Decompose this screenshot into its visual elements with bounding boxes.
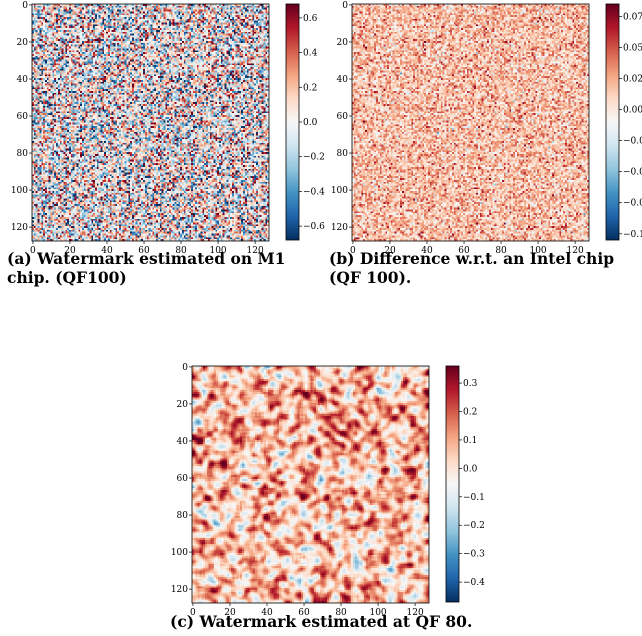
colorbar-tick-label: 0.075 [623,12,642,22]
colorbar-tick-label: 0.1 [463,436,477,446]
y-tick-label: 100 [331,186,348,196]
x-tick-label: 80 [175,246,187,256]
colorbar-tick-label: −0.6 [303,222,325,232]
colorbar-tick-label: 0.0 [303,118,318,128]
caption-b: (b) Difference w.r.t. an Intel chip (QF … [329,249,614,287]
y-tick-label: 60 [337,112,349,122]
y-tick-label: 20 [17,38,29,48]
y-tick-label: 60 [177,474,189,484]
x-tick-label: 60 [298,608,310,618]
caption-a-line2: chip. (QF100) [7,268,127,287]
colorbar-tick-label: 0.2 [463,407,477,417]
y-tick-label: 120 [171,585,188,595]
colorbar-tick-label: −0.2 [463,521,485,531]
y-tick-label: 0 [182,363,188,373]
x-tick-label: 20 [64,246,76,256]
caption-c: (c) Watermark estimated at QF 80. [170,612,473,631]
y-tick-label: 80 [177,511,189,521]
x-tick-label: 60 [138,246,150,256]
heatmap-b-svg: 0 20 40 60 80 100 120 0 20 40 60 80 100 120 0.075 0.050… [331,1,642,256]
y-tick-label: 120 [11,223,28,233]
colorbar-tick-label: 0.3 [463,379,478,389]
colorbar-tick-label: 0.4 [303,49,318,59]
y-tick-label: 20 [177,400,189,410]
colorbar-tick-label: 0.6 [303,14,318,24]
x-tick-label: 0 [30,246,36,256]
colorbar-tick-label: −0.4 [463,578,485,588]
heatmap-b-cells [352,4,589,241]
x-tick-label: 100 [529,246,546,256]
heatmap-c-cells [192,366,429,603]
colorbar-tick-label: −0.100 [623,230,642,240]
colorbar-b [606,4,619,240]
x-tick-label: 80 [495,246,507,256]
x-tick-label: 100 [209,246,226,256]
x-tick-label: 40 [261,608,273,618]
y-tick-label: 40 [17,75,29,85]
x-tick-label: 40 [101,246,113,256]
y-tick-label: 80 [17,149,29,159]
colorbar-tick-label: −0.3 [463,550,485,560]
caption-a-line1: (a) Watermark estimated on M1 [7,249,286,268]
heatmap-panel-b: 0 20 40 60 80 100 120 0 20 40 60 80 100 120 0.075 0.050… [320,0,642,262]
colorbar-tick-label: −0.2 [303,153,325,163]
colorbar-tick-label: 0.050 [623,43,642,53]
x-tick-label: 80 [335,608,347,618]
x-tick-label: 60 [458,246,470,256]
x-tick-label: 0 [350,246,356,256]
y-tick-label: 100 [171,548,188,558]
colorbar-tick-label: 0.2 [303,83,317,93]
colorbar-b-frame [605,3,620,241]
y-tick-label: 40 [337,75,349,85]
heatmap-c-frame [191,365,430,604]
heatmap-panel-c: 0 20 40 60 80 100 120 0 20 40 60 80 100 120 0.3 0.2 0.1 0… [160,362,490,624]
heatmap-b-frame [351,3,590,242]
y-tick-label: 40 [177,437,189,447]
colorbar-tick-label: 0.0 [463,464,478,474]
y-tick-label: 80 [337,149,349,159]
x-tick-label: 20 [384,246,396,256]
heatmap-a-cells [32,4,269,241]
y-tick-label: 20 [337,38,349,48]
caption-b-line1: (b) Difference w.r.t. an Intel chip [329,249,615,268]
colorbar-tick-label: 0.025 [623,75,642,85]
x-tick-label: 40 [421,246,433,256]
y-tick-label: 0 [342,1,348,11]
x-tick-label: 20 [224,608,236,618]
colorbar-tick-label: −0.075 [623,199,642,209]
heatmap-c-svg: 0 20 40 60 80 100 120 0 20 40 60 80 100 120 0.3 0.2 0.1 0… [171,363,485,618]
x-tick-label: 0 [190,608,196,618]
heatmap-a-frame [31,3,270,242]
y-tick-label: 60 [17,112,29,122]
colorbar-tick-label: −0.050 [623,168,642,178]
caption-b-line2: (QF 100). [329,268,412,287]
colorbar-a [286,4,299,240]
heatmap-panel-a: 0 20 40 60 80 100 120 0 20 40 60 80 100 120 0.6 0.4 0.2 0… [0,0,330,262]
y-tick-label: 0 [22,1,28,11]
y-tick-label: 100 [11,186,28,196]
colorbar-tick-label: 0.000 [623,106,642,116]
heatmap-a-svg: 0 20 40 60 80 100 120 0 20 40 60 80 100 120 0.6 0.4 0.2 0… [11,1,325,256]
y-tick-label: 120 [331,223,348,233]
colorbar-c-frame [445,365,460,603]
x-tick-label: 120 [567,246,584,256]
colorbar-tick-label: −0.1 [463,493,485,503]
caption-a: (a) Watermark estimated on M1 chip. (QF1… [7,249,285,287]
colorbar-c [446,366,459,602]
x-tick-label: 120 [247,246,264,256]
x-tick-label: 120 [407,608,424,618]
colorbar-tick-label: −0.4 [303,187,325,197]
colorbar-tick-label: −0.025 [623,137,642,147]
x-tick-label: 100 [369,608,386,618]
